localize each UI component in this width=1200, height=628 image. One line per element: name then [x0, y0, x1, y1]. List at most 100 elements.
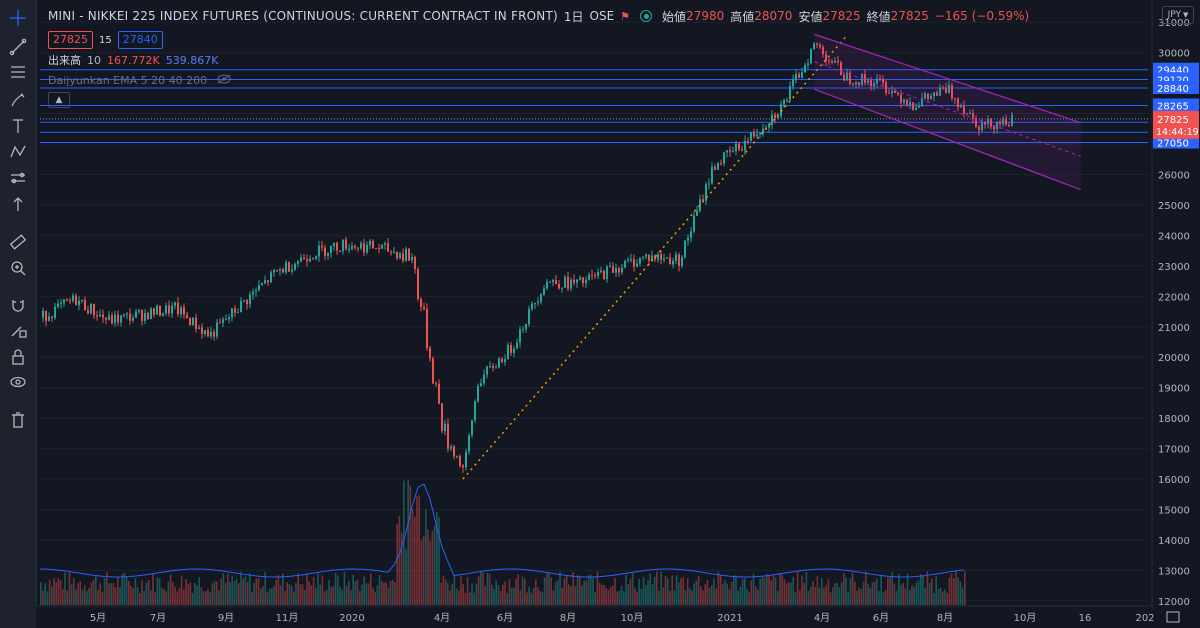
arrow-up-icon[interactable]	[8, 194, 28, 214]
text-icon[interactable]	[8, 116, 28, 136]
volume-bar	[183, 589, 185, 605]
candle-body	[705, 184, 707, 201]
brush-icon[interactable]	[8, 90, 28, 110]
candle-body	[507, 345, 509, 360]
volume-bar	[781, 574, 783, 605]
volume-bar	[363, 576, 365, 605]
sell-button[interactable]: 27825	[48, 31, 93, 49]
volume-bar	[75, 589, 77, 605]
eye-icon[interactable]	[8, 372, 28, 392]
chevron-up-icon: ▲	[55, 95, 63, 105]
volume-bar	[169, 574, 172, 605]
volume-bar	[832, 587, 834, 605]
candle-body	[426, 308, 428, 349]
volume-bar	[882, 592, 885, 605]
candle-body	[537, 301, 539, 304]
candle-body	[828, 60, 830, 62]
candle-body	[684, 240, 686, 258]
volume-bar	[618, 590, 621, 605]
currency-selector[interactable]: JPY ▼	[1162, 6, 1194, 24]
spread-value: 15	[99, 34, 112, 46]
fib-icon[interactable]	[8, 62, 28, 82]
candle-body	[360, 243, 362, 249]
volume-bar	[598, 582, 601, 605]
current-price-label: 27825	[1157, 115, 1189, 126]
volume-bar	[187, 584, 189, 605]
volume-bar	[704, 584, 706, 605]
candle-body	[729, 150, 731, 152]
volume-bar	[381, 581, 383, 605]
candle-body	[690, 231, 692, 238]
volume-bar	[145, 582, 148, 605]
candle-body	[720, 163, 722, 165]
volume-bar	[172, 582, 174, 605]
eye-hidden-icon[interactable]	[217, 74, 231, 87]
candle-body	[912, 102, 914, 110]
candle-body	[804, 64, 806, 73]
volume-bar	[744, 578, 746, 605]
candle-body	[936, 92, 938, 96]
currency-label: JPY	[1167, 10, 1181, 20]
volume-bar	[334, 572, 337, 605]
candle-body	[240, 301, 242, 313]
interval-label[interactable]: 1日	[563, 9, 584, 24]
volume-bar	[675, 575, 678, 605]
zoom-in-icon[interactable]	[8, 258, 28, 278]
lock-icon[interactable]	[8, 347, 28, 367]
symbol-title[interactable]: MINI - NIKKEI 225 INDEX FUTURES (CONTINU…	[48, 9, 558, 23]
volume-bar	[515, 579, 517, 605]
candle-body	[570, 279, 572, 289]
candle-body	[462, 465, 464, 468]
candle-body	[456, 456, 458, 458]
candle-body	[423, 306, 425, 309]
candle-body	[174, 302, 176, 306]
candle-body	[492, 366, 494, 369]
volume-bar	[425, 509, 427, 605]
candle-body	[663, 258, 665, 260]
volume-bar	[471, 583, 473, 605]
candle-body	[288, 262, 290, 272]
candle-body	[264, 280, 266, 284]
lock-drawing-icon[interactable]	[8, 320, 28, 340]
candle-body	[933, 92, 935, 96]
projection-icon[interactable]	[8, 168, 28, 188]
volume-bar	[416, 496, 418, 605]
volume-bar	[114, 587, 117, 605]
volume-bar	[513, 587, 515, 605]
candle-body	[891, 90, 893, 94]
volume-bar	[950, 573, 953, 605]
volume-bar	[548, 573, 550, 605]
trash-icon[interactable]	[8, 410, 28, 430]
candle-body	[477, 386, 479, 402]
volume-bar	[343, 571, 346, 605]
volume-bar	[150, 590, 152, 605]
volume-bar	[447, 582, 449, 605]
ruler-icon[interactable]	[8, 232, 28, 252]
candle-body	[591, 274, 593, 276]
candle-body	[486, 366, 488, 375]
volume-label[interactable]: 出来高	[48, 54, 81, 67]
candle-body	[63, 299, 65, 303]
indicator-label[interactable]: Daijyunkan EMA 5 20 40 200	[48, 73, 208, 87]
volume-bar	[405, 549, 407, 605]
price-level-tag	[1153, 80, 1199, 94]
candle-body	[393, 251, 395, 253]
candle-body	[384, 243, 386, 245]
candle-body	[624, 260, 626, 268]
trendline-icon[interactable]	[8, 37, 28, 57]
candle-body	[723, 152, 725, 164]
magnet-icon[interactable]	[8, 295, 28, 315]
candle-body	[252, 291, 254, 295]
candle-body	[84, 299, 86, 311]
crosshair-icon[interactable]	[8, 8, 28, 28]
current-price-tag	[1153, 110, 1199, 139]
candle-body	[93, 303, 95, 316]
flag-icon[interactable]: ⚑	[620, 9, 631, 23]
pattern-icon[interactable]	[8, 142, 28, 162]
volume-bar	[638, 578, 640, 605]
buy-button[interactable]: 27840	[117, 31, 163, 49]
collapse-legend-button[interactable]: ▲	[48, 92, 70, 108]
volume-bar	[161, 587, 163, 605]
volume-bar	[136, 587, 139, 605]
